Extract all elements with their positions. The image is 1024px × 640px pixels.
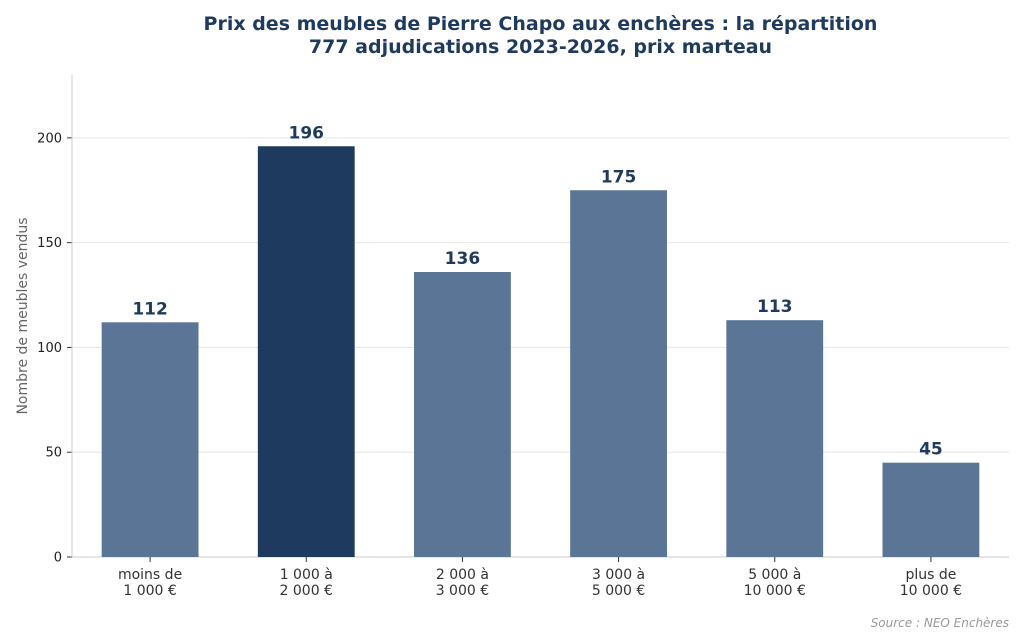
y-tick-label: 150 (37, 236, 62, 251)
bar (726, 320, 824, 557)
x-tick-label: 10 000 € (744, 583, 806, 599)
x-tick-label: 2 000 à (436, 567, 489, 583)
x-tick-label: 3 000 € (436, 583, 489, 599)
bar (570, 190, 667, 557)
data-label: 196 (289, 123, 325, 143)
bar (101, 322, 199, 557)
x-tick-label: 5 000 à (748, 567, 801, 583)
source-note: Source : NEO Enchères (870, 616, 1009, 630)
x-tick-label: 1 000 € (123, 583, 176, 599)
data-label: 45 (919, 440, 943, 460)
y-tick-label: 0 (54, 551, 62, 566)
x-tick-label: 1 000 à (280, 567, 333, 583)
x-tick-label: plus de (905, 567, 956, 583)
x-tick-label: 5 000 € (592, 583, 645, 599)
bar (882, 462, 980, 557)
data-label: 136 (445, 249, 481, 269)
data-label: 112 (132, 299, 168, 319)
data-label: 113 (757, 297, 793, 317)
bar (414, 271, 511, 557)
data-label: 175 (601, 167, 637, 187)
y-tick-label: 50 (45, 446, 62, 461)
y-axis-label: Nombre de meubles vendus (15, 217, 31, 414)
chart-title: Prix des meubles de Pierre Chapo aux enc… (203, 13, 878, 35)
bar (257, 146, 355, 557)
x-tick-label: 2 000 € (280, 583, 333, 599)
x-tick-label: 10 000 € (900, 583, 962, 599)
y-tick-label: 100 (37, 341, 62, 356)
x-tick-label: moins de (118, 567, 182, 583)
y-tick-label: 200 (37, 131, 62, 146)
chart-subtitle: 777 adjudications 2023-2026, prix martea… (308, 36, 773, 58)
x-tick-label: 3 000 à (592, 567, 645, 583)
